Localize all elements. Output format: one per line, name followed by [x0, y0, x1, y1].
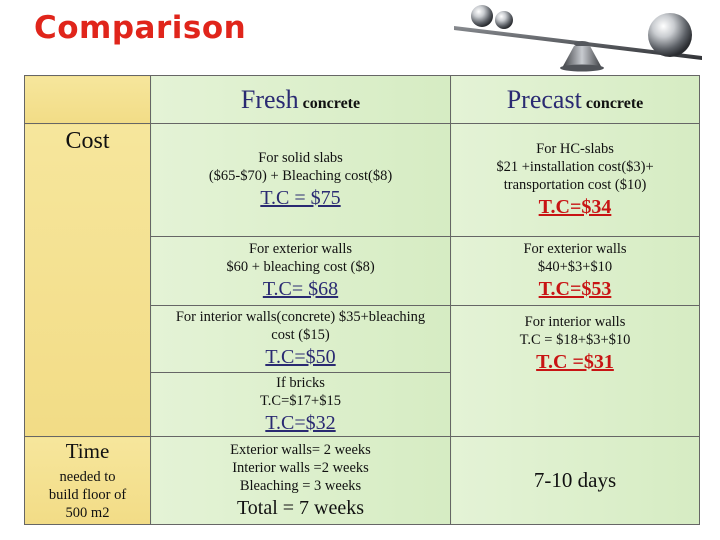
fresh-exterior-total: T.C= $68 [262, 278, 339, 300]
fresh-bricks-cell: If bricks T.C=$17+$15 T.C=$32 [150, 372, 451, 437]
fresh-slabs-total: T.C = $75 [260, 187, 341, 209]
time-label: Time [65, 439, 110, 463]
fresh-slabs-line-2: ($65-$70) + Bleaching cost($8) [208, 168, 393, 184]
precast-interior-line-2: T.C = $18+$3+$10 [519, 332, 631, 348]
precast-exterior-line-1: For exterior walls [523, 241, 627, 257]
fresh-interior-cell: For interior walls(concrete) $35+bleachi… [150, 305, 451, 373]
precast-slabs-line-1: For HC-slabs [536, 141, 614, 157]
precast-slabs-cell: For HC-slabs $21 +installation cost($3)+… [450, 123, 700, 237]
precast-exterior-total: T.C=$53 [538, 278, 612, 300]
fresh-exterior-line-1: For exterior walls [248, 241, 353, 257]
row-label-cost: Cost [24, 123, 151, 437]
fresh-interior-line-1: For interior walls(concrete) $35+bleachi… [175, 309, 426, 325]
fresh-time-line-3: Bleaching = 3 weeks [239, 477, 362, 494]
fresh-slabs-line-1: For solid slabs [258, 150, 343, 166]
precast-exterior-line-2: $40+$3+$10 [537, 259, 613, 275]
precast-time-value: 7-10 days [533, 468, 617, 492]
cost-label: Cost [65, 128, 110, 154]
precast-slabs-total: T.C=$34 [538, 196, 612, 218]
precast-interior-total: T.C =$31 [536, 351, 614, 373]
header-fresh-concrete: Fresh concrete [150, 75, 451, 124]
fresh-time-line-2: Interior walls =2 weeks [232, 459, 369, 476]
time-sub-line-2: build floor of [48, 487, 127, 503]
fresh-bricks-line-2: T.C=$17+$15 [260, 392, 341, 409]
precast-time-cell: 7-10 days [450, 436, 700, 525]
precast-exterior-cell: For exterior walls $40+$3+$10 T.C=$53 [450, 236, 700, 306]
fresh-time-total: Total = 7 weeks [236, 496, 365, 519]
comparison-table: Fresh concrete Precast concrete Cost For… [24, 75, 700, 525]
header-fresh-main: Fresh [240, 84, 299, 114]
fresh-bricks-total: T.C=$32 [265, 411, 336, 434]
header-precast-main: Precast [506, 84, 582, 114]
header-precast-sub: concrete [585, 94, 644, 112]
seesaw-balls-graphic [454, 5, 702, 72]
slide-title: Comparison [34, 10, 247, 46]
fresh-bricks-line-1: If bricks [276, 374, 325, 391]
fresh-exterior-line-2: $60 + bleaching cost ($8) [226, 259, 375, 275]
header-fresh-sub: concrete [302, 94, 361, 112]
header-precast-concrete: Precast concrete [450, 75, 700, 124]
fresh-interior-total: T.C=$50 [265, 346, 336, 368]
precast-interior-line-1: For interior walls [524, 314, 626, 330]
fresh-exterior-cell: For exterior walls $60 + bleaching cost … [150, 236, 451, 306]
precast-slabs-line-3: transportation cost ($10) [503, 177, 647, 193]
fresh-interior-line-2: cost ($15) [271, 327, 330, 343]
precast-slabs-line-2: $21 +installation cost($3)+ [496, 159, 654, 175]
row-label-time: Time needed to build floor of 500 m2 [24, 436, 151, 525]
fresh-time-line-1: Exterior walls= 2 weeks [230, 441, 371, 458]
precast-interior-cell: For interior walls T.C = $18+$3+$10 T.C … [450, 305, 700, 437]
time-sub-line-3: 500 m2 [65, 505, 110, 521]
fresh-time-cell: Exterior walls= 2 weeks Interior walls =… [150, 436, 451, 525]
corner-cell [24, 75, 151, 124]
fresh-slabs-cell: For solid slabs ($65-$70) + Bleaching co… [150, 123, 451, 237]
time-sub-line-1: needed to [59, 469, 116, 485]
